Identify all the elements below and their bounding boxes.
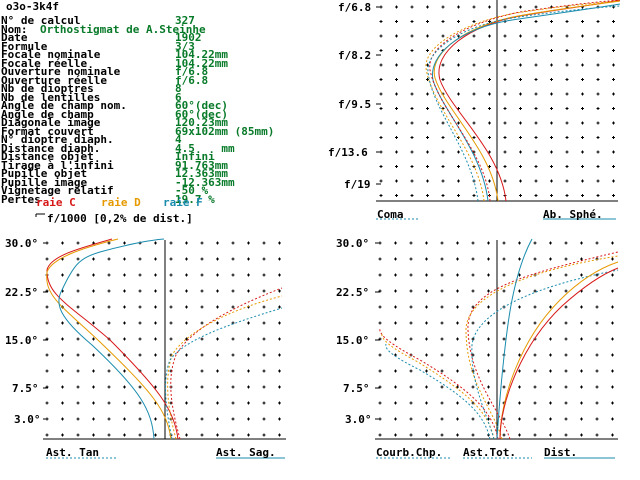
spec-label: Focale réelle xyxy=(1,56,88,70)
spec-label: Ouverture nominale xyxy=(1,65,121,78)
ast-sag-f xyxy=(165,307,283,440)
spec-value: 3/3 xyxy=(175,39,195,53)
fld-tan-f xyxy=(385,343,491,440)
fld-tot-d xyxy=(499,261,619,440)
spec-value: 327 xyxy=(175,14,195,27)
caption-ast-tan: Ast. Tan xyxy=(46,446,99,459)
ast-sag-c xyxy=(170,287,283,440)
ast-sag-d xyxy=(167,295,283,440)
sph-tick-label: f/9.5 xyxy=(338,98,371,111)
spec-value: 4.5 mm xyxy=(175,141,235,155)
spec-label: Ouverture réelle xyxy=(1,73,107,87)
spec-value: f/6.8 xyxy=(175,73,209,87)
coma-curve-f xyxy=(427,5,621,202)
spec-label: Nb de dioptres xyxy=(1,82,94,95)
fld-tick-label: 7.5° xyxy=(343,382,370,395)
ast-tick-label: 7.5° xyxy=(12,382,39,395)
spec-label: Nb de lentilles xyxy=(1,90,101,104)
spec-label: Diagonale image xyxy=(1,116,101,129)
spec-value: 19.7 % xyxy=(175,192,215,206)
spec-label: Nom: xyxy=(1,22,28,36)
spec-value: 60°(dec) xyxy=(175,99,228,112)
fld-dist-f xyxy=(496,238,533,440)
spec-value: 4 xyxy=(175,133,182,146)
ast-tick-label: 3.0° xyxy=(14,413,41,426)
caption-dist: Dist. xyxy=(544,446,578,459)
sph-curve-f xyxy=(432,3,621,202)
legend-scale: f/1000 [0,2% de dist.] xyxy=(47,212,193,225)
caption-coma: Coma xyxy=(377,208,404,221)
spec-value: f/6.8 xyxy=(175,65,209,78)
ast-tan-d xyxy=(46,238,172,440)
spec-label: Formule xyxy=(1,39,48,53)
spec-value: 60°(dec) xyxy=(175,107,228,121)
spec-value: 120.23mm xyxy=(175,116,228,129)
spec-value: -50 % xyxy=(175,184,209,197)
spec-label: N° dioptre diaph. xyxy=(1,133,114,146)
spec-value: 12.363mm xyxy=(175,167,228,180)
legend-raie-d: raie D xyxy=(101,196,141,209)
spec-label: Format couvert xyxy=(1,124,94,138)
spec-value: Orthostigmat de A.Steinhe xyxy=(40,22,206,36)
ast-tan-f xyxy=(58,238,165,440)
caption-ast-tot: Ast.Tot. xyxy=(463,446,516,459)
sph-tick-label: f/13.6 xyxy=(328,146,368,159)
ast-tick-label: 22.5° xyxy=(5,286,38,299)
fld-tick-label: 3.0° xyxy=(345,413,372,426)
ast-tick-label: 15.0° xyxy=(5,334,38,347)
ast-tick-label: 30.0° xyxy=(5,237,38,250)
spec-label: Distance diaph. xyxy=(1,141,101,155)
spec-value: 104.22mm xyxy=(175,48,228,61)
spec-label: Pertes xyxy=(1,192,41,206)
fld-tick-label: 30.0° xyxy=(336,237,369,250)
spec-value: Infini xyxy=(175,150,215,163)
sph-curve-d xyxy=(433,0,621,202)
coma-curve-c xyxy=(429,0,621,202)
ast-tan-c xyxy=(46,238,179,440)
spec-value: 91.763mm xyxy=(175,158,228,172)
fld-tan-c xyxy=(379,327,499,440)
sph-tick-label: f/8.2 xyxy=(338,49,371,62)
spec-label: Pupille objet xyxy=(1,167,88,180)
legend-raie-c: raie C xyxy=(36,196,76,209)
coma-curve-d xyxy=(425,0,621,202)
fld-tan-d xyxy=(381,331,495,440)
sph-curve-c xyxy=(438,0,621,202)
caption-courb-chp: Courb.Chp. xyxy=(376,446,443,459)
fld-sag-f xyxy=(471,269,619,440)
caption-ab-sphe: Ab. Sphé. xyxy=(543,208,603,221)
fld-tot-c xyxy=(499,267,619,440)
fld-tick-label: 15.0° xyxy=(336,334,369,347)
spec-label: Angle de champ xyxy=(1,107,94,121)
spec-value: 69x102mm (85mm) xyxy=(175,124,275,138)
spec-label: Vignetage relatif xyxy=(1,184,114,197)
spec-value: 104.22mm xyxy=(175,56,228,70)
spec-label: Angle de champ nom. xyxy=(1,99,127,112)
caption-ast-sag: Ast. Sag. xyxy=(216,446,276,459)
fld-sag-c xyxy=(467,251,619,440)
fld-tick-label: 22.5° xyxy=(336,286,369,299)
lens-id-header: o3o-3k4f xyxy=(6,0,59,13)
sph-tick-label: f/19 xyxy=(344,178,371,191)
legend-raie-f: raie F xyxy=(163,196,203,209)
fld-sag-d xyxy=(465,255,619,440)
spec-label: Tirage à l'infini xyxy=(1,158,114,172)
sph-tick-label: f/6.8 xyxy=(338,1,371,14)
spec-value: 1902 xyxy=(175,31,202,44)
spec-label: N° de calcul xyxy=(1,14,81,27)
spec-label: Distance objet xyxy=(1,150,94,163)
spec-label: Focale nominale xyxy=(1,48,101,61)
spec-value: -12.363mm xyxy=(175,175,235,189)
spec-label: Date xyxy=(1,31,28,44)
spec-value: 8 xyxy=(175,82,182,95)
spec-label: Pupille image xyxy=(1,175,88,189)
spec-value: 6 xyxy=(175,90,182,104)
